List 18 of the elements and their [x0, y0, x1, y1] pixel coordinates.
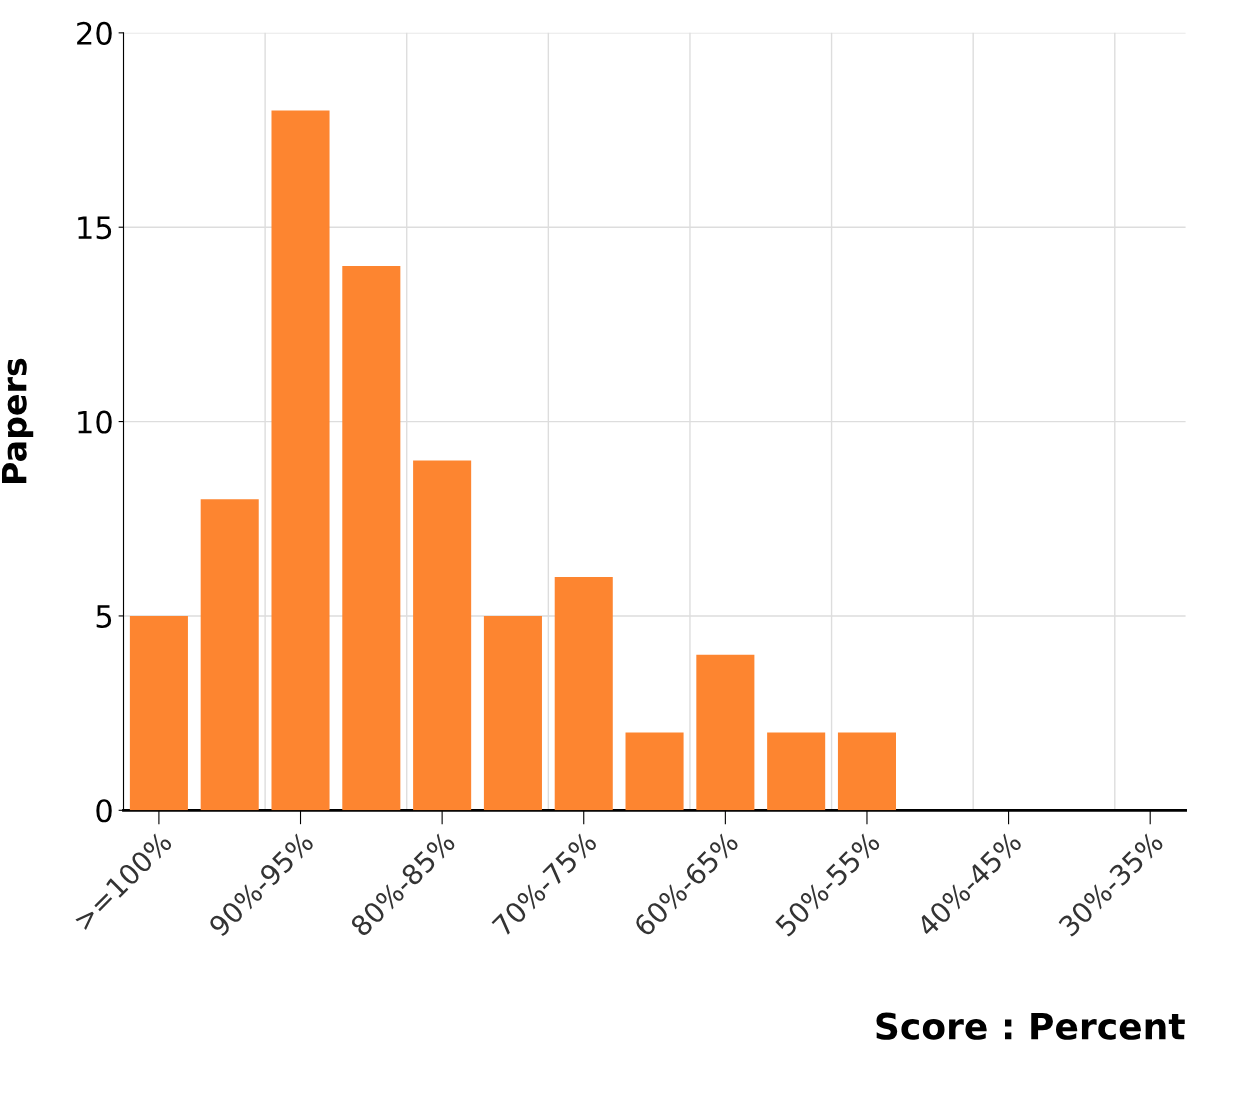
- y-tick-label: 10: [78, 410, 112, 434]
- y-tick-label: 0: [96, 799, 112, 823]
- y-axis-title: Papers: [1, 358, 34, 483]
- bar: [767, 732, 826, 811]
- bar: [129, 615, 188, 811]
- bar: [483, 615, 542, 811]
- x-axis-title: Score : Percent: [876, 1012, 1185, 1040]
- y-tick-label: 5: [96, 605, 112, 628]
- y-tick-label: 15: [78, 216, 112, 240]
- bar: [625, 732, 684, 811]
- y-tick-label: 20: [77, 21, 112, 45]
- bar: [413, 460, 472, 811]
- bar: [696, 654, 755, 811]
- bar: [554, 577, 613, 811]
- bar: [342, 266, 401, 811]
- bar: [837, 732, 896, 811]
- bar: [271, 110, 330, 811]
- bar: [200, 499, 259, 811]
